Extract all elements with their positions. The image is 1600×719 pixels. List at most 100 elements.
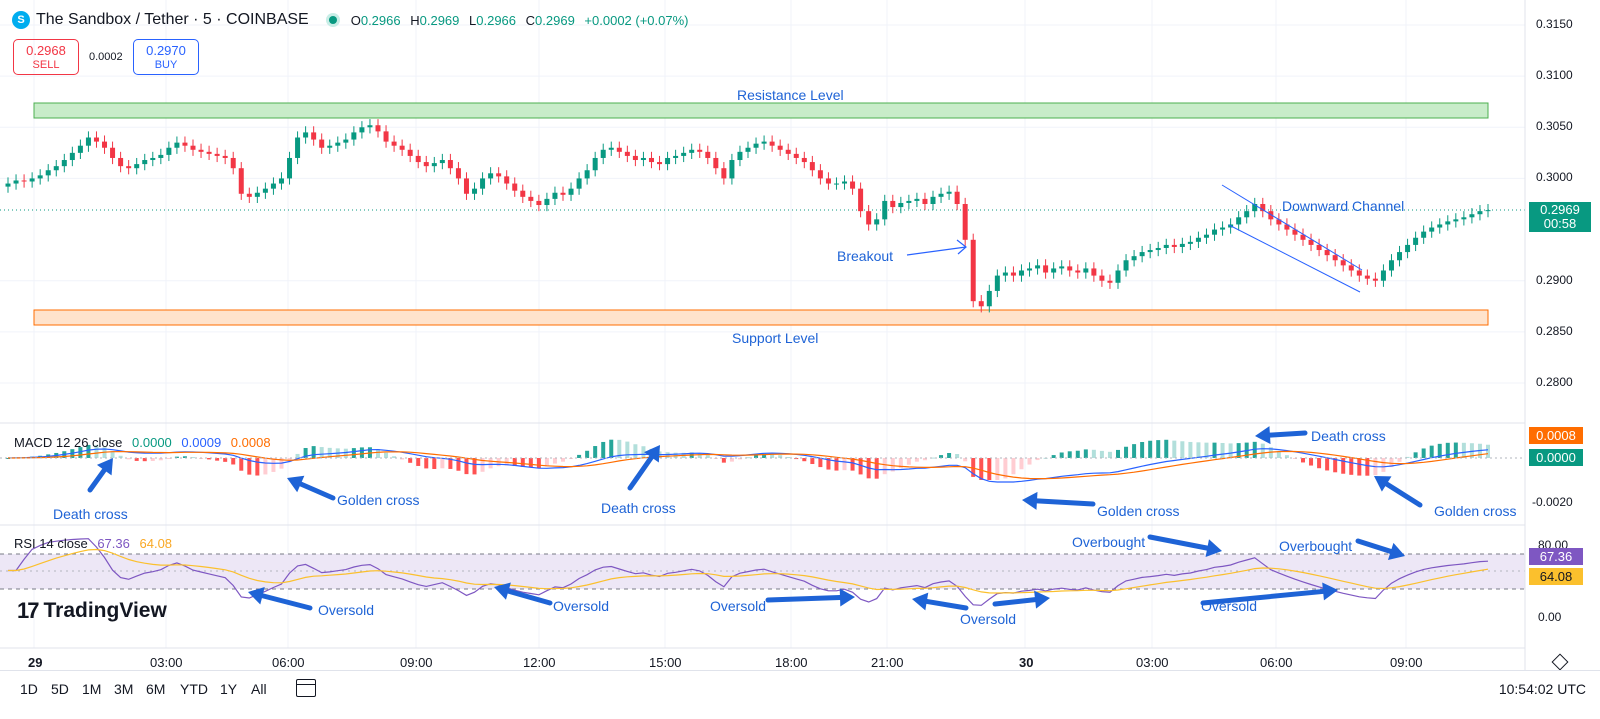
candle-body	[1115, 270, 1121, 283]
candle-body	[1018, 270, 1024, 276]
range-3m-button[interactable]: 3M	[114, 681, 134, 697]
range-ytd-button[interactable]: YTD	[180, 681, 208, 697]
macd-hist-bar	[914, 458, 919, 462]
macd-hist-bar	[1301, 458, 1305, 463]
macd-hist-bar	[1292, 458, 1297, 459]
macd-hist-bar	[1035, 458, 1040, 461]
range-1m-button[interactable]: 1M	[82, 681, 102, 697]
candle-body	[1388, 260, 1394, 271]
ohlc-high: 0.2969	[419, 12, 460, 28]
candle-body	[1244, 211, 1250, 218]
time-tick-label: 29	[28, 655, 43, 670]
candle-body	[480, 178, 486, 189]
macd-hist-bar	[1429, 445, 1434, 458]
candle-body	[1292, 229, 1298, 235]
macd-hist-bar	[1220, 442, 1225, 458]
sell-button[interactable]: 0.2968 SELL	[13, 39, 79, 75]
macd-hist-badge: 0.0000	[1529, 449, 1583, 466]
macd-hist-bar	[1164, 439, 1169, 458]
macd-hist-bar	[665, 452, 670, 458]
candle-body	[29, 178, 35, 182]
range-1y-button[interactable]: 1Y	[220, 681, 238, 697]
macd-hist-bar	[1132, 444, 1137, 458]
macd-hist-value: 0.0000	[132, 435, 172, 450]
annotation-arrow	[1022, 491, 1096, 510]
macd-hist-bar	[327, 447, 332, 458]
range-5d-button[interactable]: 5D	[51, 681, 69, 697]
ohlc-open-key: O	[350, 12, 361, 28]
macd-hist-bar	[601, 441, 606, 458]
candle-body	[1260, 204, 1266, 212]
price-tick-label: 0.3000	[1536, 170, 1573, 185]
macd-hist-bar	[1228, 443, 1233, 458]
candle-body	[737, 151, 743, 161]
candle-body	[1010, 272, 1016, 276]
annotation-arrow	[1374, 476, 1423, 508]
buy-button[interactable]: 0.2970 BUY	[133, 39, 199, 75]
macd-hist-bar	[150, 458, 155, 461]
candle-body	[359, 127, 365, 133]
macd-hist-bar	[906, 458, 911, 465]
macd-hist-bar	[384, 452, 389, 458]
macd-hist-bar	[1003, 458, 1008, 479]
macd-hist-bar	[1148, 440, 1153, 458]
support-label: Support Level	[732, 330, 819, 346]
candle-body	[214, 153, 220, 156]
candle-body	[560, 192, 566, 195]
macd-hist-bar	[729, 458, 734, 462]
candle-body	[367, 125, 373, 128]
macd-hist-bar	[1445, 442, 1450, 458]
price-tick-label: 0.2850	[1536, 323, 1573, 338]
macd-hist-bar	[1365, 458, 1370, 476]
date-range-calendar-icon[interactable]	[296, 679, 316, 697]
macd-hist-bar	[400, 458, 405, 460]
candle-body	[817, 170, 823, 179]
candle-body	[914, 198, 920, 201]
macd-hist-bar	[1421, 448, 1426, 458]
candle-body	[407, 149, 413, 156]
symbol-title[interactable]: The Sandbox / Tether · 5 · COINBASE	[36, 11, 309, 28]
breakout-arrow	[906, 239, 967, 256]
tradingview-logo-icon: 17	[17, 598, 40, 623]
time-tick-label: 03:00	[1136, 655, 1169, 670]
macd-hist-bar	[1011, 458, 1016, 475]
candle-body	[439, 160, 445, 164]
rsi-ma-value: 64.08	[139, 536, 173, 551]
candle-body	[721, 168, 727, 179]
macd-legend[interactable]: MACD 12 26 close 0.0000 0.0009 0.0008	[14, 435, 271, 450]
macd-hist-bar	[1260, 443, 1265, 458]
range-1d-button[interactable]: 1D	[20, 681, 38, 697]
macd-hist-bar	[520, 458, 525, 467]
macd-hist-bar	[1019, 458, 1024, 470]
candle-body	[21, 180, 27, 182]
candle-body	[1187, 241, 1193, 244]
macd-hist-bar	[770, 453, 775, 458]
tradingview-logo[interactable]: 17 TradingView	[17, 598, 167, 624]
macd-hist-bar	[1405, 456, 1410, 458]
macd-hist-bar	[1059, 452, 1064, 458]
macd-title: MACD 12 26 close	[14, 435, 123, 450]
utc-clock[interactable]: 10:54:02 UTC	[1498, 681, 1586, 697]
rsi-legend[interactable]: RSI 14 close 67.36 64.08	[14, 536, 172, 551]
macd-hist-bar	[271, 458, 276, 472]
sell-price: 0.2968	[26, 42, 66, 58]
macd-hist-bar	[931, 457, 935, 459]
rsi-annotation: Overbought	[1279, 538, 1353, 554]
macd-hist-bar	[1349, 458, 1354, 475]
candle-body	[930, 196, 936, 204]
macd-value: 0.0009	[181, 435, 222, 450]
range-all-button[interactable]: All	[251, 681, 267, 697]
annotation-arrow	[287, 475, 336, 501]
candle-body	[616, 147, 622, 152]
macd-hist-bar	[577, 454, 582, 458]
macd-hist-bar	[1357, 458, 1362, 476]
candle-body	[327, 145, 333, 148]
range-6m-button[interactable]: 6M	[146, 681, 166, 697]
macd-hist-bar	[1252, 441, 1257, 458]
sell-label: SELL	[32, 58, 60, 71]
market-open-icon	[328, 16, 337, 24]
candle-body	[978, 301, 984, 307]
macd-hist-bar	[239, 458, 244, 471]
macd-hist-bar	[1236, 443, 1241, 458]
